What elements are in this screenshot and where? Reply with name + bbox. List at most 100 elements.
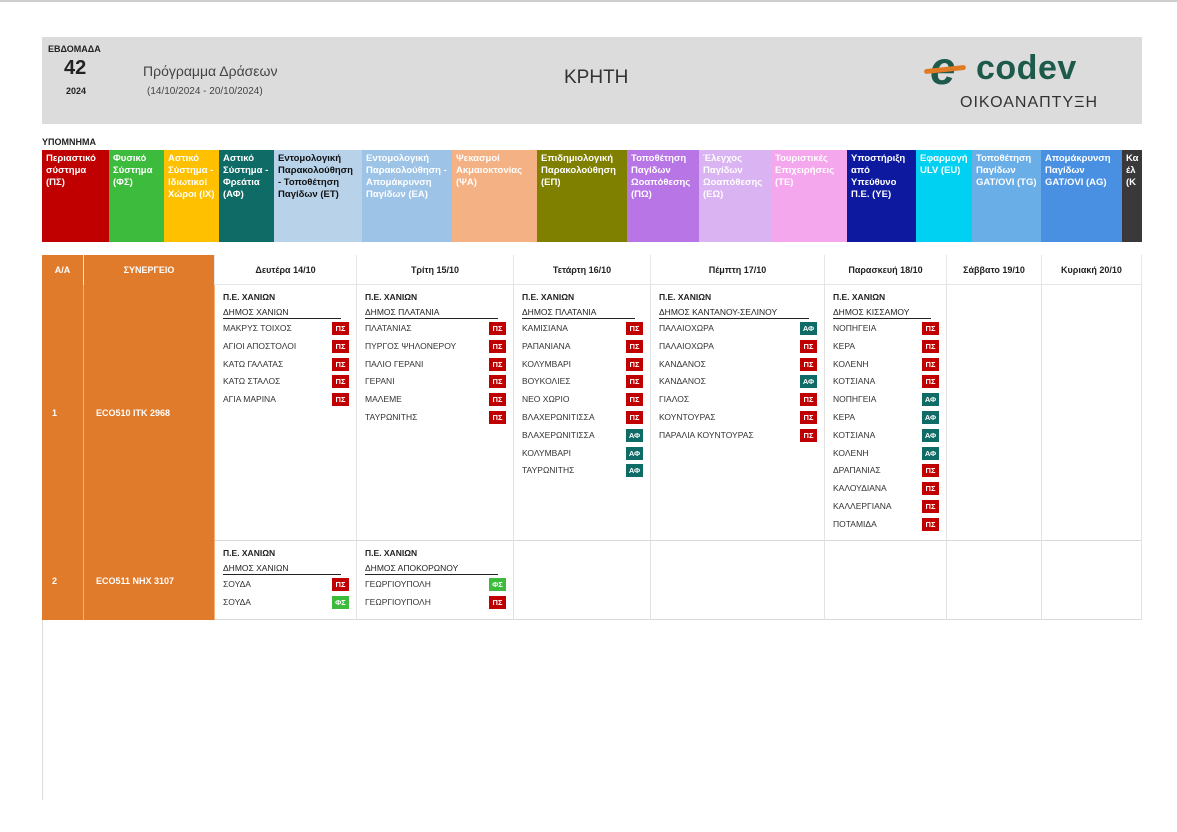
location-name: ΚΑΛΟΥΔΙΑΝΑ xyxy=(833,483,887,494)
activity-badge: ΠΣ xyxy=(489,375,506,389)
location-entry: ΠΑΛΑΙΟΧΩΡΑ ΠΣ xyxy=(659,339,824,358)
activity-badge: ΠΣ xyxy=(332,578,349,591)
municipality: ΔΗΜΟΣ ΧΑΝΙΩΝ xyxy=(223,563,341,575)
location-entry: ΝΕΟ ΧΩΡΙΟ ΠΣ xyxy=(522,393,650,411)
legend-item: Επιδημιολογική Παρακολούθηση (ΕΠ) xyxy=(537,150,627,242)
activity-badge: ΠΣ xyxy=(800,393,817,407)
location-name: ΓΕΩΡΓΙΟΥΠΟΛΗ xyxy=(365,579,431,589)
activity-badge: ΠΣ xyxy=(332,393,349,407)
location-entry: ΠΑΛΑΙΟΧΩΡΑ ΑΦ xyxy=(659,322,824,340)
day-cell xyxy=(947,541,1042,620)
location-name: ΝΕΟ ΧΩΡΙΟ xyxy=(522,394,570,405)
regional-unit: Π.Ε. ΧΑΝΙΩΝ xyxy=(223,548,276,558)
regional-unit: Π.Ε. ΧΑΝΙΩΝ xyxy=(833,292,886,302)
location-name: ΒΛΑΧΕΡΩΝΙΤΙΣΣΑ xyxy=(522,429,595,440)
activity-badge: ΑΦ xyxy=(800,322,817,335)
location-name: ΚΑΝΔΑΝΟΣ xyxy=(659,376,706,387)
legend-item: Αστικό Σύστημα - Ιδιωτικοί Χώροι (ΙΧ) xyxy=(164,150,219,242)
location-entry: ΓΕΩΡΓΙΟΥΠΟΛΗ ΠΣ xyxy=(365,595,513,614)
activity-badge: ΠΣ xyxy=(489,595,506,609)
page-left-border xyxy=(42,620,43,800)
location-name: ΚΑΛΛΕΡΓΙΑΝΑ xyxy=(833,500,892,511)
activity-badge: ΑΦ xyxy=(800,375,817,389)
activity-badge: ΠΣ xyxy=(800,410,817,424)
location-entry: ΚΑΜΙΣΙΑΝΑ ΠΣ xyxy=(522,322,650,340)
date-range: (14/10/2024 - 20/10/2024) xyxy=(147,86,263,97)
regional-unit: Π.Ε. ΧΑΝΙΩΝ xyxy=(365,548,418,558)
week-label: ΕΒΔΟΜΑΔΑ xyxy=(48,44,101,54)
activity-badge: ΦΣ xyxy=(332,595,349,609)
day-cell: Π.Ε. ΧΑΝΙΩΝ ΔΗΜΟΣ ΚΑΝΤΑΝΟΥ-ΣΕΛΙΝΟΥ ΠΑΛΑΙΟΧ… xyxy=(651,285,825,541)
location-name: ΠΛΑΤΑΝΙΑΣ xyxy=(365,323,412,333)
location-entry: ΚΟΤΣΙΑΝΑ ΠΣ xyxy=(833,375,946,393)
location-name: ΠΑΛΙΟ ΓΕΡΑΝΙ xyxy=(365,358,424,369)
team-name: ECO510 ΙΤΚ 2968 xyxy=(84,285,215,541)
location-entry: ΚΕΡΑ ΑΦ xyxy=(833,410,946,429)
location-name: ΜΑΚΡΥΣ ΤΟΙΧΟΣ xyxy=(223,323,292,333)
column-header-day: Δευτέρα 14/10 xyxy=(215,255,357,285)
location-entry: ΠΟΤΑΜΙΔΑ ΠΣ xyxy=(833,517,946,536)
location-name: ΒΟΥΚΟΛΙΕΣ xyxy=(522,376,571,387)
activity-badge: ΠΣ xyxy=(489,410,506,424)
row-number: 1 xyxy=(42,285,84,541)
day-cell: Π.Ε. ΧΑΝΙΩΝ ΔΗΜΟΣ ΧΑΝΙΩΝ ΣΟΥΔΑ ΠΣ ΣΟΥΔΑ ΦΣ xyxy=(215,541,357,620)
location-name: ΒΛΑΧΕΡΩΝΙΤΙΣΣΑ xyxy=(522,411,595,422)
team-name: ECO511 ΝΗΧ 3107 xyxy=(84,541,215,620)
activity-badge: ΠΣ xyxy=(922,322,939,335)
activity-badge: ΠΣ xyxy=(626,410,643,424)
legend-item: Φυσικό Σύστημα (ΦΣ) xyxy=(109,150,164,242)
day-cell: Π.Ε. ΧΑΝΙΩΝ ΔΗΜΟΣ ΑΠΟΚΟΡΩΝΟΥ ΓΕΩΡΓΙΟΥΠΟΛΗ Φ… xyxy=(357,541,514,620)
activity-badge: ΠΣ xyxy=(800,357,817,371)
day-cell xyxy=(825,541,947,620)
activity-badge: ΠΣ xyxy=(626,393,643,407)
location-entry: ΠΑΡΑΛΙΑ ΚΟΥΝΤΟΥΡΑΣ ΠΣ xyxy=(659,428,824,447)
location-entry: ΡΑΠΑΝΙΑΝΑ ΠΣ xyxy=(522,339,650,358)
location-entry: ΚΑΛΟΥΔΙΑΝΑ ΠΣ xyxy=(833,482,946,500)
activity-badge: ΠΣ xyxy=(626,375,643,389)
column-header-day: Τρίτη 15/10 xyxy=(357,255,514,285)
row-number: 2 xyxy=(42,541,84,620)
municipality: ΔΗΜΟΣ ΚΙΣΣΑΜΟΥ xyxy=(833,307,931,319)
activity-badge: ΠΣ xyxy=(922,357,939,371)
activity-badge: ΠΣ xyxy=(626,339,643,353)
activity-badge: ΠΣ xyxy=(922,499,939,513)
municipality: ΔΗΜΟΣ ΑΠΟΚΟΡΩΝΟΥ xyxy=(365,563,498,575)
legend-item: Τοποθέτηση Παγίδων GAT/OVI (TG) xyxy=(972,150,1041,242)
legend-item: Έλεγχος Παγίδων Ωοαπόθεσης (ΕΩ) xyxy=(699,150,771,242)
activity-badge: ΑΦ xyxy=(922,410,939,424)
location-name: ΑΓΙΑ ΜΑΡΙΝΑ xyxy=(223,394,276,405)
location-name: ΓΕΡΑΝΙ xyxy=(365,376,395,387)
activity-badge: ΠΣ xyxy=(332,322,349,335)
location-name: ΝΟΠΗΓΕΙΑ xyxy=(833,394,877,405)
activity-badge: ΑΦ xyxy=(922,393,939,407)
legend-item: Περιαστικό σύστημα (ΠΣ) xyxy=(42,150,109,242)
top-border xyxy=(0,0,1177,2)
activity-badge: ΠΣ xyxy=(922,517,939,531)
legend-item: Εντομολογική Παρακολούθηση - Τοποθέτηση … xyxy=(274,150,362,242)
activity-badge: ΠΣ xyxy=(800,428,817,442)
location-name: ΓΕΩΡΓΙΟΥΠΟΛΗ xyxy=(365,596,431,607)
municipality: ΔΗΜΟΣ ΠΛΑΤΑΝΙΑ xyxy=(365,307,498,319)
regional-unit: Π.Ε. ΧΑΝΙΩΝ xyxy=(522,292,575,302)
location-name: ΣΟΥΔΑ xyxy=(223,596,251,607)
location-name: ΠΑΡΑΛΙΑ ΚΟΥΝΤΟΥΡΑΣ xyxy=(659,429,754,440)
location-entry: ΚΑΝΔΑΝΟΣ ΠΣ xyxy=(659,357,824,376)
location-entry: ΤΑΥΡΩΝΙΤΗΣ ΠΣ xyxy=(365,410,513,429)
activity-badge: ΑΦ xyxy=(922,446,939,460)
activity-badge: ΠΣ xyxy=(332,339,349,353)
location-name: ΚΕΡΑ xyxy=(833,411,856,422)
activity-badge: ΠΣ xyxy=(489,357,506,371)
location-name: ΚΟΛΥΜΒΑΡΙ xyxy=(522,358,572,369)
legend-title: ΥΠΟΜΝΗΜΑ xyxy=(42,137,96,147)
activity-badge: ΠΣ xyxy=(626,322,643,335)
location-name: ΚΟΛΥΜΒΑΡΙ xyxy=(522,447,572,458)
activity-badge: ΠΣ xyxy=(489,339,506,353)
location-name: ΚΟΤΣΙΑΝΑ xyxy=(833,376,876,387)
activity-badge: ΦΣ xyxy=(489,578,506,591)
column-header-day: Παρασκευή 18/10 xyxy=(825,255,947,285)
activity-badge: ΑΦ xyxy=(922,428,939,442)
location-entry: ΓΕΩΡΓΙΟΥΠΟΛΗ ΦΣ xyxy=(365,578,513,596)
column-header-team: ΣΥΝΕΡΓΕΙΟ xyxy=(84,255,215,285)
week-year: 2024 xyxy=(66,86,87,96)
legend-item: Ψεκασμοί Ακμαιοκτονίας (ΨΑ) xyxy=(452,150,537,242)
